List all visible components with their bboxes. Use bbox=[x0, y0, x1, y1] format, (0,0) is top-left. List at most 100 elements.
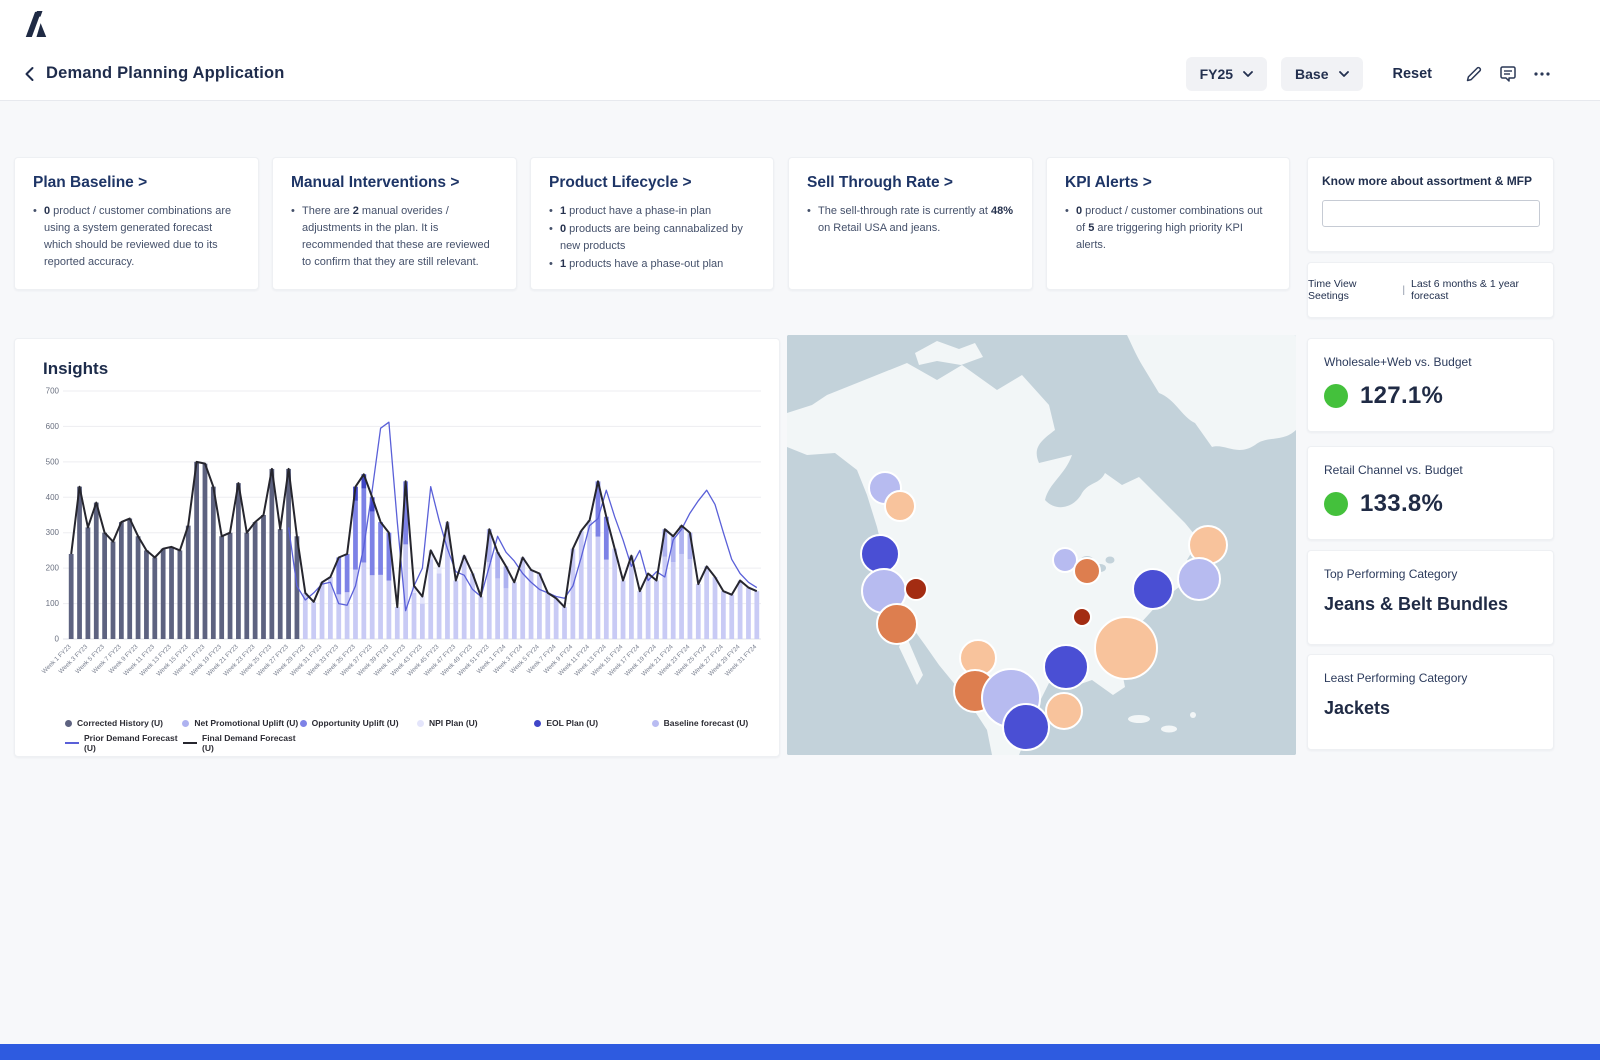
footer-accent-bar bbox=[0, 1044, 1600, 1060]
map-bubble-peach[interactable] bbox=[884, 490, 916, 522]
card-product-lifecycle-link[interactable]: Product Lifecycle > bbox=[549, 174, 692, 191]
insights-chart-card: Insights 0 100 200 300 400 500 600 700 Week 1 FY… bbox=[14, 338, 780, 757]
geo-bubble-map[interactable] bbox=[787, 335, 1296, 755]
legend-label: Net Promotional Uplift (U) bbox=[194, 718, 299, 728]
card-bullet: There are 2 manual overides / adjustment… bbox=[291, 203, 498, 271]
card-bullet: 1 product have a phase-in plan bbox=[549, 203, 755, 220]
legend-label: Opportunity Uplift (U) bbox=[311, 718, 399, 728]
svg-text:0: 0 bbox=[55, 635, 60, 644]
kpi-top-category-card: Top Performing Category Jeans & Belt Bun… bbox=[1307, 550, 1554, 645]
chart-legend: Corrected History (U) Net Promotional Upl… bbox=[65, 718, 769, 753]
card-sell-through-rate: Sell Through Rate > The sell-through rat… bbox=[788, 157, 1033, 290]
svg-text:600: 600 bbox=[46, 422, 60, 431]
kpi-label: Retail Channel vs. Budget bbox=[1324, 463, 1463, 477]
reset-button[interactable]: Reset bbox=[1392, 65, 1433, 82]
know-more-label: Know more about assortment & MFP bbox=[1322, 174, 1533, 188]
legend-item[interactable]: EOL Plan (U) bbox=[534, 718, 651, 728]
card-plan-baseline: Plan Baseline > 0 product / customer com… bbox=[14, 157, 259, 290]
card-sell-through-rate-link[interactable]: Sell Through Rate > bbox=[807, 174, 953, 191]
card-bullet: 1 products have a phase-out plan bbox=[549, 256, 755, 273]
kpi-retail-channel-card: Retail Channel vs. Budget 133.8% bbox=[1307, 446, 1554, 540]
legend-line-icon bbox=[65, 742, 79, 744]
page-title: Demand Planning Application bbox=[46, 64, 285, 82]
legend-item[interactable]: Baseline forecast (U) bbox=[651, 718, 769, 728]
map-bubble-orange[interactable] bbox=[876, 603, 918, 645]
map-bubble-darkRed[interactable] bbox=[904, 577, 928, 601]
card-kpi-alerts-link[interactable]: KPI Alerts > bbox=[1065, 174, 1152, 191]
legend-label: Prior Demand Forecast (U) bbox=[84, 733, 178, 753]
legend-dot-icon bbox=[299, 719, 307, 727]
time-view-settings-card[interactable]: Time View Seetings | Last 6 months & 1 y… bbox=[1307, 262, 1554, 318]
legend-label: Baseline forecast (U) bbox=[663, 718, 749, 728]
card-manual-interventions-link[interactable]: Manual Interventions > bbox=[291, 174, 460, 191]
map-bubble-darkRed[interactable] bbox=[1072, 607, 1092, 627]
map-bubble-peach[interactable] bbox=[1045, 692, 1083, 730]
map-bubble-blue[interactable] bbox=[1132, 568, 1174, 610]
kpi-label: Least Performing Category bbox=[1324, 671, 1468, 685]
map-bubble-peach[interactable] bbox=[1094, 616, 1158, 680]
scenario-value: Base bbox=[1295, 65, 1329, 82]
kpi-least-category-card: Least Performing Category Jackets bbox=[1307, 654, 1554, 750]
legend-dot-icon bbox=[65, 719, 72, 727]
svg-text:500: 500 bbox=[46, 457, 60, 466]
legend-item[interactable]: Opportunity Uplift (U) bbox=[299, 718, 417, 728]
top-brand-bar bbox=[0, 0, 1600, 47]
legend-item[interactable]: NPI Plan (U) bbox=[416, 718, 534, 728]
legend-label: Final Demand Forecast (U) bbox=[202, 733, 296, 753]
map-bubble-blue[interactable] bbox=[1043, 644, 1089, 690]
legend-dot-icon bbox=[651, 719, 659, 727]
status-dot-green bbox=[1324, 492, 1348, 516]
legend-dot-icon bbox=[182, 719, 190, 727]
legend-item[interactable]: Corrected History (U) bbox=[65, 718, 182, 728]
card-bullet: 0 products are being cannabalized by new… bbox=[549, 221, 755, 255]
card-plan-baseline-link[interactable]: Plan Baseline > bbox=[33, 174, 148, 191]
chevron-down-icon bbox=[1338, 70, 1349, 77]
legend-item[interactable]: Net Promotional Uplift (U) bbox=[182, 718, 299, 728]
svg-text:700: 700 bbox=[46, 387, 60, 396]
anaplan-logo-icon[interactable] bbox=[24, 11, 48, 37]
more-options-icon[interactable] bbox=[1532, 64, 1552, 84]
header-controls: FY25 Base Reset bbox=[1185, 56, 1552, 91]
map-bubble-blue[interactable] bbox=[860, 534, 900, 574]
comment-icon[interactable] bbox=[1498, 64, 1518, 84]
know-more-card: Know more about assortment & MFP bbox=[1307, 157, 1554, 252]
know-more-input[interactable] bbox=[1322, 200, 1540, 227]
card-product-lifecycle: Product Lifecycle > 1 product have a pha… bbox=[530, 157, 774, 290]
map-bubble-blue[interactable] bbox=[1002, 703, 1050, 751]
fiscal-year-dropdown[interactable]: FY25 bbox=[1185, 56, 1268, 91]
map-bubble-orange[interactable] bbox=[1073, 557, 1101, 585]
fiscal-year-value: FY25 bbox=[1199, 65, 1234, 82]
edit-pencil-icon[interactable] bbox=[1464, 64, 1484, 84]
legend-item[interactable]: Prior Demand Forecast (U) bbox=[65, 733, 183, 753]
kpi-label: Wholesale+Web vs. Budget bbox=[1324, 355, 1472, 369]
kpi-value: 127.1% bbox=[1360, 382, 1444, 409]
legend-label: EOL Plan (U) bbox=[546, 718, 599, 728]
card-bullet: 0 product / customer combinations are us… bbox=[33, 203, 240, 271]
legend-label: NPI Plan (U) bbox=[428, 718, 478, 728]
card-kpi-alerts: KPI Alerts > 0 product / customer combin… bbox=[1046, 157, 1290, 290]
svg-text:100: 100 bbox=[46, 599, 60, 608]
kpi-category-value: Jeans & Belt Bundles bbox=[1324, 594, 1509, 614]
map-bubble-lightPurple[interactable] bbox=[1177, 557, 1221, 601]
kpi-label: Top Performing Category bbox=[1324, 567, 1458, 581]
insights-title: Insights bbox=[43, 359, 109, 378]
time-view-value: Last 6 months & 1 year forecast bbox=[1411, 278, 1520, 302]
time-view-label: Time View Seetings bbox=[1308, 278, 1357, 302]
kpi-value: 133.8% bbox=[1360, 490, 1444, 517]
legend-dot-icon bbox=[534, 719, 542, 727]
legend-label: Corrected History (U) bbox=[77, 718, 163, 728]
back-chevron-icon[interactable] bbox=[20, 64, 40, 84]
svg-text:400: 400 bbox=[46, 493, 60, 502]
card-manual-interventions: Manual Interventions > There are 2 manua… bbox=[272, 157, 517, 290]
legend-item[interactable]: Final Demand Forecast (U) bbox=[183, 733, 301, 753]
status-dot-green bbox=[1324, 384, 1348, 408]
svg-text:200: 200 bbox=[46, 564, 60, 573]
legend-line-icon bbox=[183, 742, 197, 744]
map-bubble-lightPurple[interactable] bbox=[1052, 547, 1078, 573]
legend-dot-icon bbox=[416, 719, 424, 727]
card-bullet: The sell-through rate is currently at 48… bbox=[807, 203, 1014, 237]
scenario-dropdown[interactable]: Base bbox=[1281, 56, 1363, 91]
card-bullet: 0 product / customer combinations out of… bbox=[1065, 203, 1271, 254]
